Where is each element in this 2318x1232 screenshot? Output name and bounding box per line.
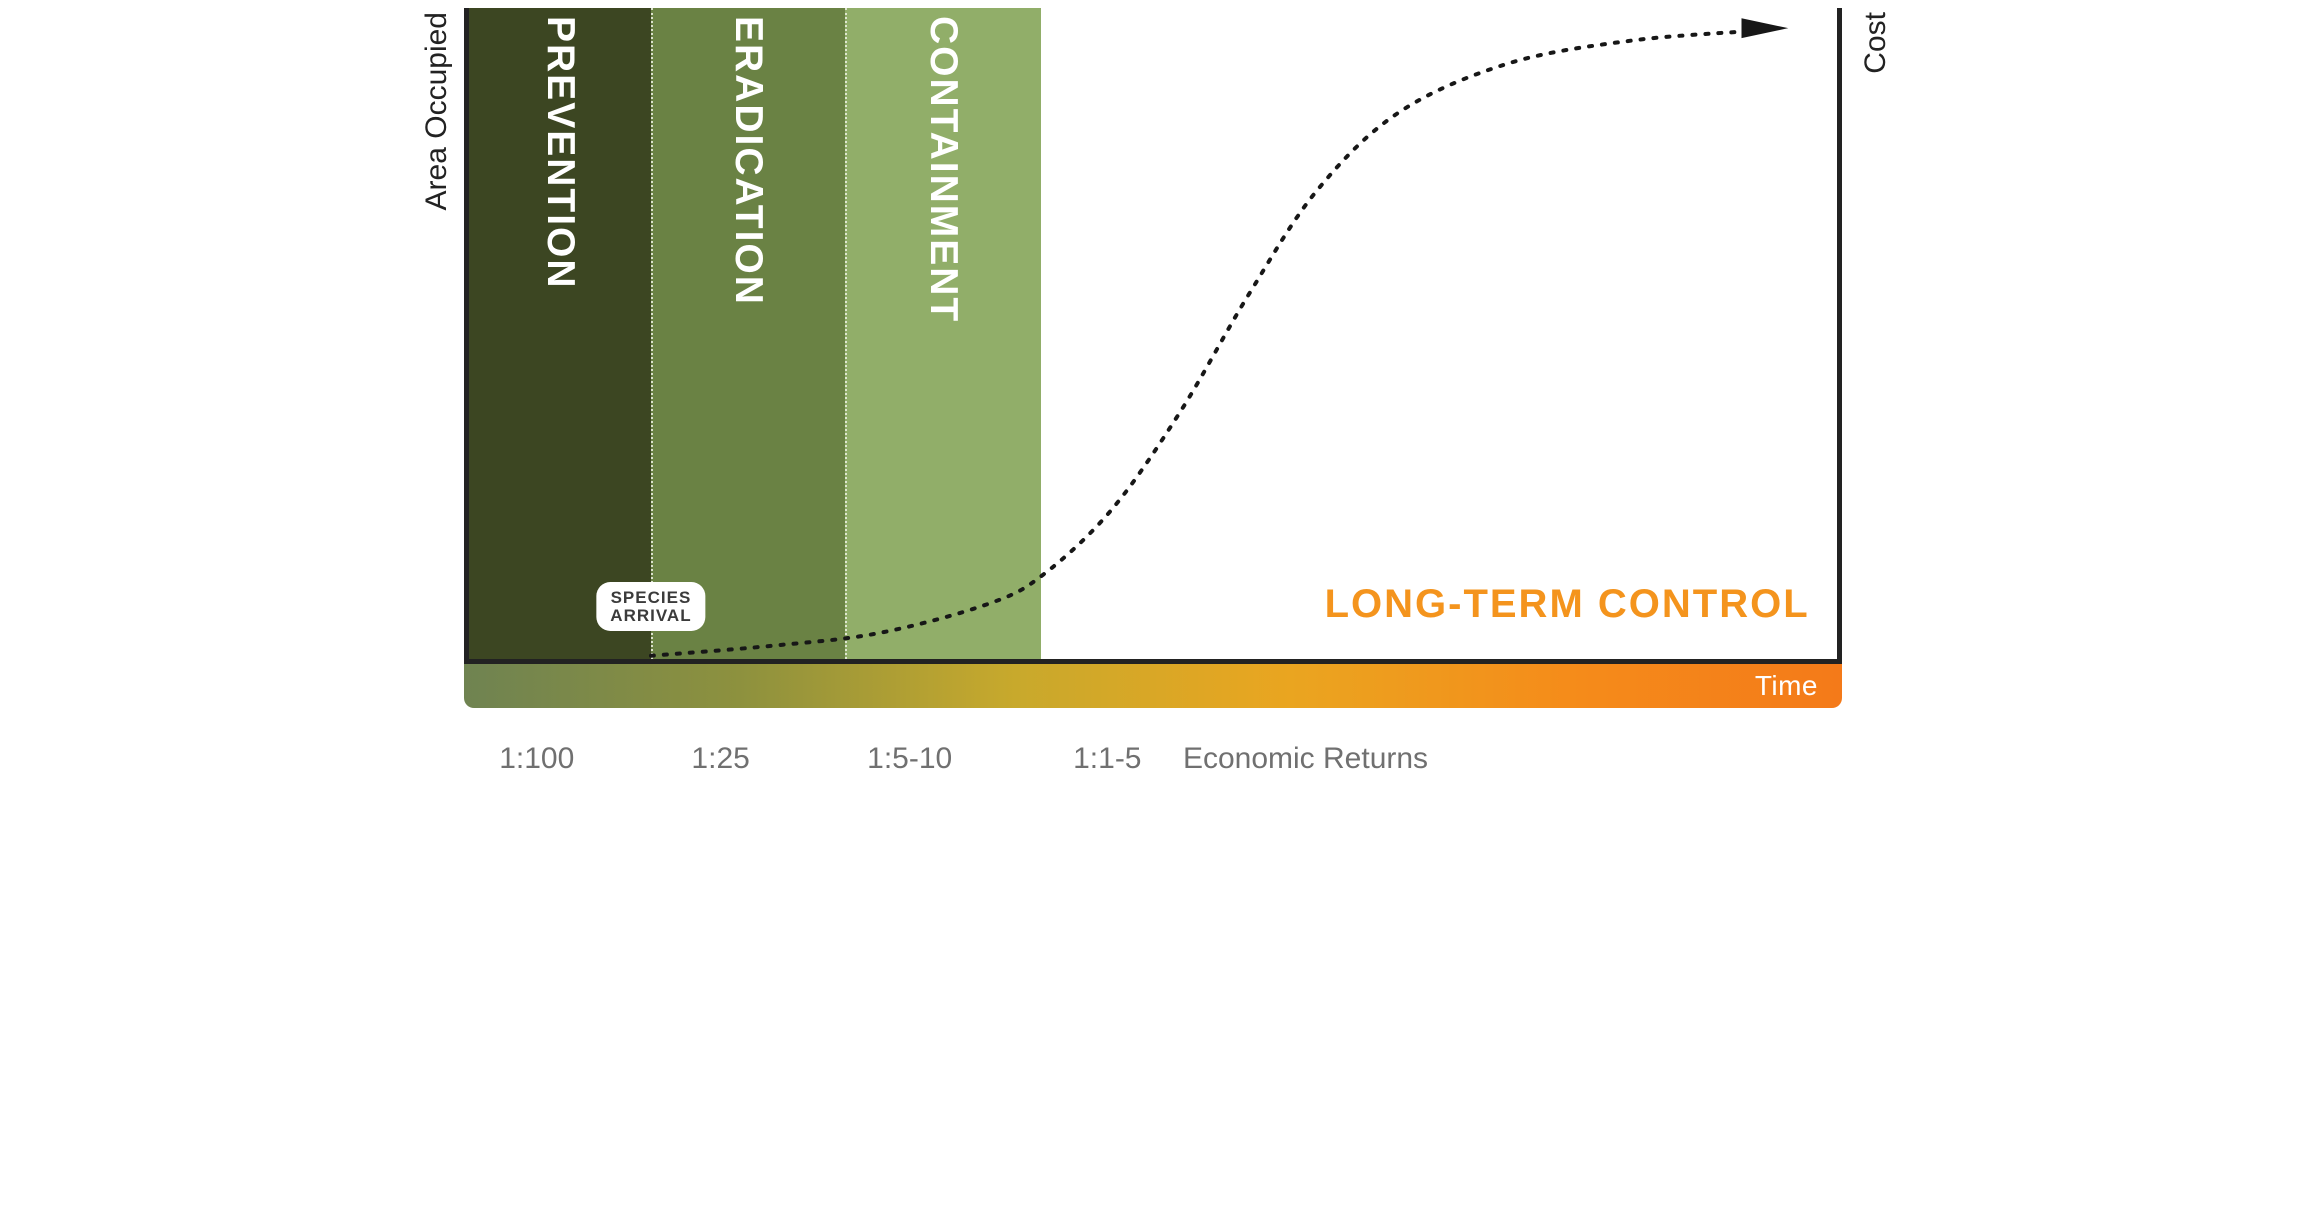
tick-1-25: 1:25 <box>691 742 749 776</box>
economic-returns-caption: Economic Returns <box>1183 742 1428 776</box>
time-bar-label: Time <box>1755 670 1818 702</box>
stage-eradication-label: ERADICATION <box>726 16 770 306</box>
species-arrival-marker: SPECIES ARRIVAL <box>596 582 705 631</box>
invasion-curve-figure: Area Occupied Cost PREVENTION ERADICATIO… <box>414 0 1904 792</box>
stage-prevention: PREVENTION <box>469 8 651 659</box>
tick-1-1-5: 1:1-5 <box>1073 742 1141 776</box>
economic-returns-row: 1:100 1:25 1:5-10 1:1-5 Economic Returns <box>469 742 1842 778</box>
long-term-control-label: LONG-TERM CONTROL <box>1325 582 1810 627</box>
stage-eradication: ERADICATION <box>651 8 845 659</box>
stage-divider-erad-cont <box>845 8 847 659</box>
tick-1-100: 1:100 <box>499 742 574 776</box>
species-line2: ARRIVAL <box>610 606 691 625</box>
stage-containment-label: CONTAINMENT <box>921 16 965 323</box>
stage-prevention-label: PREVENTION <box>538 16 582 290</box>
species-line1: SPECIES <box>611 588 692 607</box>
curve-arrowhead-icon <box>1742 18 1789 38</box>
y-axis-right-label: Cost <box>1859 12 1893 74</box>
plot-area: PREVENTION ERADICATION CONTAINMENT SPECI… <box>464 8 1842 664</box>
time-gradient-bar: Time <box>464 664 1842 708</box>
stage-divider-prev-erad <box>651 8 653 659</box>
stage-containment: CONTAINMENT <box>845 8 1041 659</box>
tick-1-5-10: 1:5-10 <box>867 742 952 776</box>
y-axis-left-label: Area Occupied <box>420 12 454 210</box>
